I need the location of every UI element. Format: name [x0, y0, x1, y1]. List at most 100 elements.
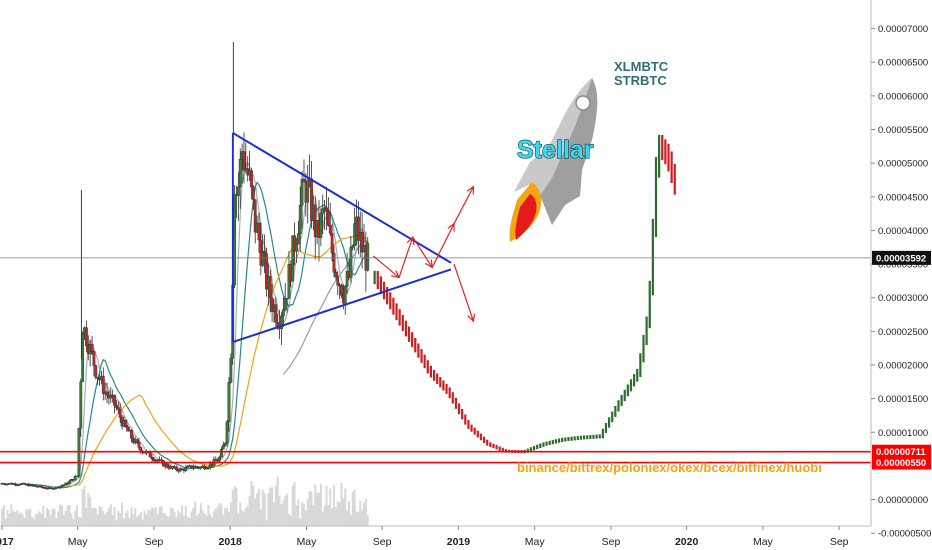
candle [75, 475, 79, 478]
volume-bar [227, 512, 230, 526]
projection-arrow [453, 263, 473, 321]
volume-bar [12, 511, 15, 526]
candle [326, 211, 330, 226]
x-tick-label: 2020 [675, 536, 699, 548]
volume-bar [287, 514, 290, 526]
candle [94, 365, 98, 378]
x-tick-label: May [68, 536, 89, 548]
volume-bar [319, 483, 322, 526]
volume-bar [167, 516, 170, 526]
candle [152, 458, 156, 461]
volume-bar [297, 499, 300, 526]
candle [186, 466, 190, 468]
volume-bar [284, 495, 287, 526]
volume-bar [348, 501, 351, 526]
x-tick-label: May [753, 536, 774, 548]
candle [23, 482, 26, 485]
volume-bar [94, 507, 97, 526]
volume-bar [211, 516, 214, 526]
volume-bar [207, 504, 210, 526]
volume-bar [25, 508, 28, 526]
candle [325, 207, 328, 212]
volume-bar [31, 516, 34, 526]
candle [191, 467, 195, 469]
volume-bar [338, 502, 341, 526]
volume-bar [1, 508, 3, 526]
candle [206, 467, 210, 469]
volume-bar [209, 514, 212, 526]
volume-bar [308, 490, 311, 526]
volume-bar [134, 508, 137, 526]
candle [242, 151, 246, 171]
volume-bar [77, 516, 80, 526]
candle [214, 459, 218, 461]
candle [137, 442, 141, 448]
volume-bar [332, 484, 335, 526]
volume-bar [81, 488, 84, 526]
projection-arrow [431, 224, 454, 268]
rocket-icon [509, 78, 598, 242]
volume-bar [254, 498, 257, 526]
candle [291, 235, 295, 282]
projection-arrow [372, 255, 399, 278]
volume-bar [98, 505, 101, 526]
volume-bar [51, 508, 54, 526]
ticker-xlmbtc: XLMBTC [614, 59, 669, 74]
candle [30, 484, 34, 486]
triangle-lower-line [232, 268, 452, 344]
candle [285, 298, 289, 300]
volume-bar [111, 514, 114, 526]
projection-arrow [398, 237, 413, 278]
volume-bar [278, 495, 281, 526]
volume-bar [49, 515, 52, 526]
candle [332, 252, 336, 273]
volume-bar [91, 507, 94, 526]
volume-bar [100, 507, 103, 526]
volume-bar [190, 511, 193, 526]
x-tick-label: Sep [145, 536, 164, 548]
volume-bar [6, 509, 9, 526]
volume-bar [216, 506, 219, 526]
volume-bar [233, 486, 236, 526]
candle [251, 186, 255, 200]
support-tag-1: 0.00000550 [876, 458, 926, 469]
volume-bar [317, 492, 320, 526]
volume-bar [132, 514, 135, 526]
candle [115, 405, 118, 408]
candle [283, 298, 287, 310]
candle [319, 213, 323, 238]
volume-bar [38, 511, 41, 526]
volume-bar [113, 506, 116, 526]
volume-bar [291, 486, 294, 526]
volume-bar [302, 503, 305, 526]
candle [268, 276, 272, 299]
volume-bar [244, 507, 247, 526]
volume-bar [282, 500, 285, 526]
volume-bar [166, 516, 169, 526]
y-tick-label: 0.00006500 [878, 58, 928, 69]
volume-bar [312, 504, 315, 526]
candle [340, 284, 343, 296]
volume-bar [267, 493, 270, 526]
volume-bar [331, 508, 334, 526]
volume-bar [4, 518, 7, 526]
candle [113, 394, 116, 406]
y-tick-label: 0.00000000 [878, 495, 928, 506]
volume-bar [329, 488, 332, 526]
triangle-upper-line [232, 132, 452, 264]
volume-bar [241, 510, 244, 526]
volume-bar [160, 506, 163, 526]
candle [68, 480, 71, 484]
volume-bar [122, 518, 125, 526]
volume-bar [164, 513, 167, 526]
volume-bar [237, 513, 240, 526]
volume-bar [340, 482, 343, 526]
candle [300, 178, 304, 206]
volume-bar [342, 498, 345, 526]
candle [328, 225, 332, 234]
candle [165, 463, 169, 468]
candle [118, 409, 122, 418]
volume-bar [325, 485, 328, 526]
volume-bar [128, 517, 131, 526]
